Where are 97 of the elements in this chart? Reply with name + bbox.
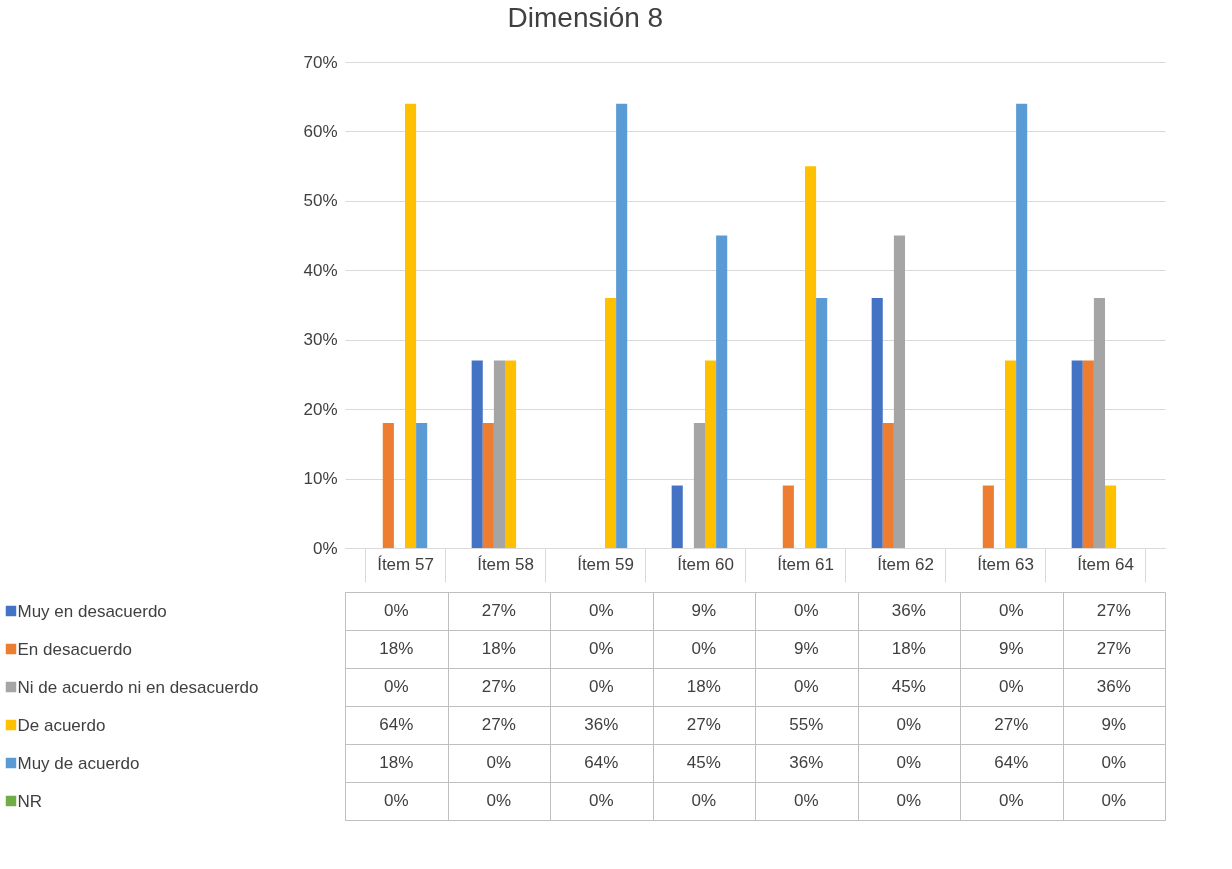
bar: [1105, 485, 1117, 548]
data-label: 0%: [1101, 791, 1127, 810]
bar: [405, 103, 417, 548]
data-label: 55%: [789, 715, 824, 734]
legend-label: En desacuerdo: [17, 639, 132, 659]
y-tick-label: 10%: [303, 469, 338, 489]
bar: [716, 235, 728, 548]
data-label: 0%: [588, 677, 614, 696]
data-label: 36%: [789, 753, 824, 772]
bar: [816, 298, 828, 548]
data-label: 0%: [1101, 753, 1127, 772]
data-label: 0%: [588, 601, 614, 620]
y-tick-label: 0%: [312, 538, 338, 558]
data-label: 0%: [896, 715, 922, 734]
bar: [982, 485, 994, 548]
data-label: 45%: [686, 753, 721, 772]
bar: [1093, 298, 1105, 548]
bar: [671, 485, 683, 548]
data-label: 0%: [486, 791, 512, 810]
data-label: 0%: [998, 791, 1024, 810]
data-label: 36%: [891, 601, 926, 620]
data-label: 18%: [379, 753, 414, 772]
y-tick-label: 40%: [303, 260, 338, 280]
data-label: 18%: [686, 677, 721, 696]
data-label: 64%: [379, 715, 414, 734]
data-label: 27%: [686, 715, 721, 734]
bar: [1082, 360, 1094, 548]
bar: [605, 298, 617, 548]
bar: [1016, 103, 1028, 548]
data-label: 9%: [793, 639, 819, 658]
bar: [705, 360, 717, 548]
bar: [382, 423, 394, 548]
bar: [493, 360, 505, 548]
data-label: 18%: [891, 639, 926, 658]
x-tick-label: Ítem 62: [877, 554, 934, 574]
bar: [471, 360, 483, 548]
data-label: 64%: [994, 753, 1029, 772]
data-label: 0%: [588, 639, 614, 658]
bar: [1071, 360, 1083, 548]
bar: [482, 423, 494, 548]
data-label: 27%: [994, 715, 1029, 734]
y-tick-label: 20%: [303, 399, 338, 419]
data-label: 18%: [481, 639, 516, 658]
bar: [416, 423, 428, 548]
data-label: 27%: [481, 677, 516, 696]
x-tick-label: Ítem 60: [677, 554, 734, 574]
bar: [693, 423, 705, 548]
data-label: 45%: [891, 677, 926, 696]
data-label: 0%: [383, 677, 409, 696]
bar: [871, 298, 883, 548]
data-label: 0%: [486, 753, 512, 772]
bar: [882, 423, 894, 548]
data-label: 27%: [481, 601, 516, 620]
data-label: 64%: [584, 753, 619, 772]
legend-label: Muy en desacuerdo: [17, 601, 167, 621]
data-label: 0%: [998, 677, 1024, 696]
data-label: 27%: [1096, 639, 1131, 658]
data-label: 27%: [481, 715, 516, 734]
y-tick-label: 30%: [303, 330, 338, 350]
data-label: 0%: [793, 791, 819, 810]
legend-label: De acuerdo: [17, 715, 106, 735]
y-tick-label: 50%: [303, 191, 338, 211]
data-label: 0%: [896, 791, 922, 810]
data-label: 0%: [383, 791, 409, 810]
data-label: 36%: [1096, 677, 1131, 696]
x-tick-label: Ítem 57: [377, 554, 434, 574]
x-tick-label: Ítem 58: [477, 554, 534, 574]
data-label: 0%: [691, 791, 717, 810]
legend-label: NR: [17, 791, 43, 811]
legend-label: Muy de acuerdo: [17, 753, 140, 773]
x-tick-label: Ítem 61: [777, 554, 834, 574]
data-label: 0%: [793, 601, 819, 620]
data-label: 0%: [588, 791, 614, 810]
bar: [805, 166, 817, 548]
data-label: 36%: [584, 715, 619, 734]
x-tick-label: Ítem 63: [977, 554, 1034, 574]
data-label: 9%: [1101, 715, 1127, 734]
bar: [782, 485, 794, 548]
data-label: 0%: [383, 601, 409, 620]
data-label: 0%: [691, 639, 717, 658]
chart-title: Dimensión 8: [507, 2, 664, 33]
data-label: 0%: [896, 753, 922, 772]
data-label: 18%: [379, 639, 414, 658]
data-label: 9%: [691, 601, 717, 620]
y-tick-label: 70%: [303, 52, 338, 72]
x-tick-label: Ítem 64: [1077, 554, 1134, 574]
data-label: 27%: [1096, 601, 1131, 620]
data-label: 0%: [793, 677, 819, 696]
data-label: 0%: [998, 601, 1024, 620]
bar: [505, 360, 517, 548]
data-label: 9%: [998, 639, 1024, 658]
x-tick-label: Ítem 59: [577, 554, 634, 574]
legend-label: Ni de acuerdo ni en desacuerdo: [17, 677, 259, 697]
bar: [616, 103, 628, 548]
y-tick-label: 60%: [303, 121, 338, 141]
bar: [893, 235, 905, 548]
bar: [1005, 360, 1017, 548]
